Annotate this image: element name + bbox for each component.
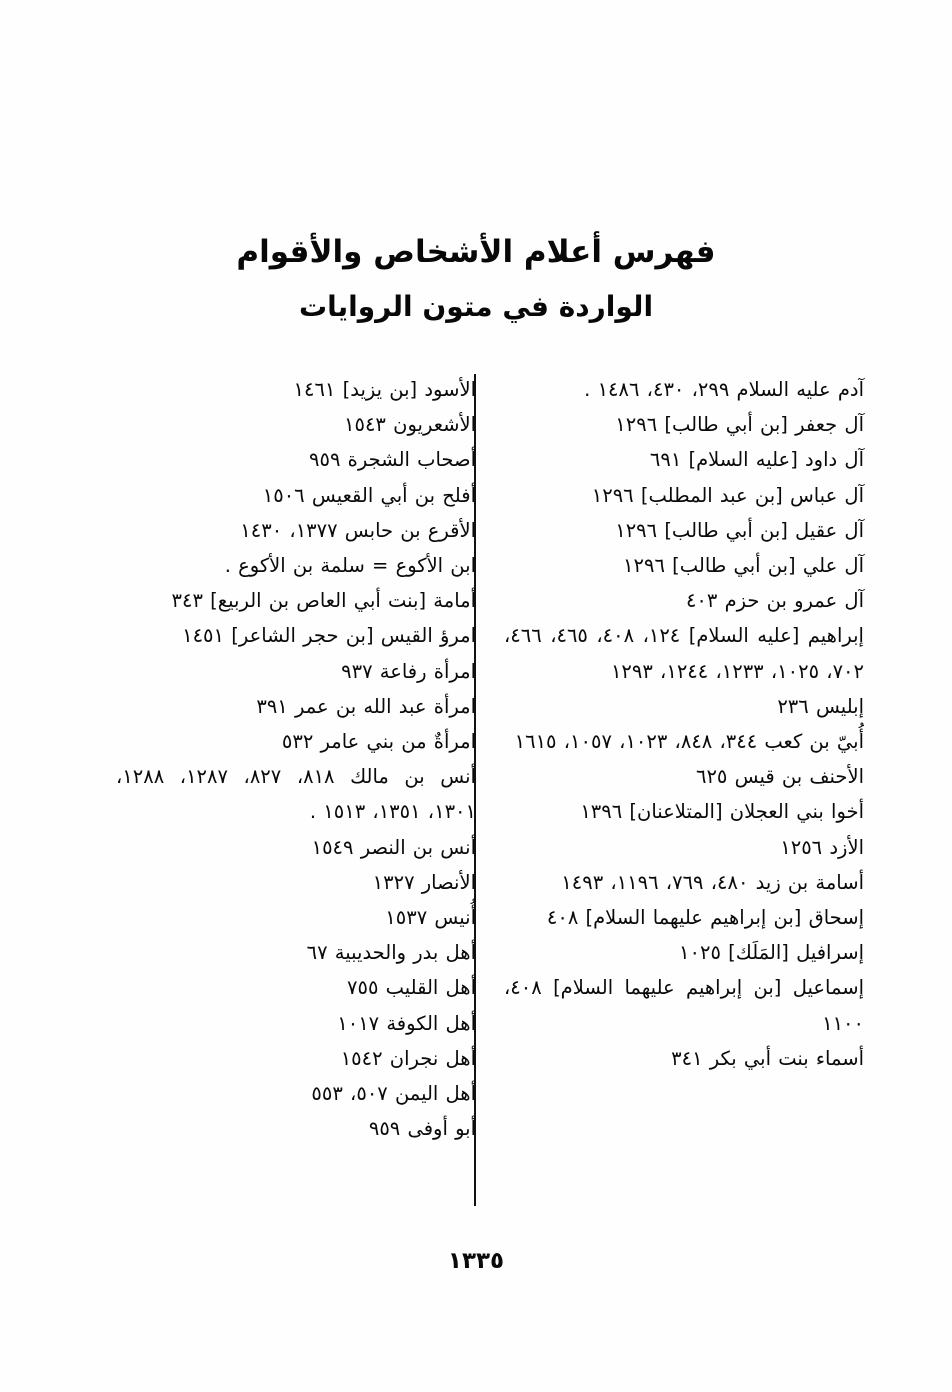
- index-entry: آل علي [بن أبي طالب] ١٢٩٦: [623, 554, 864, 578]
- index-entry: أهل نجران ١٥٤٢: [340, 1046, 476, 1070]
- index-entry: أهل بدر والحديبية ٦٧: [306, 941, 476, 965]
- index-title-secondary: الواردة في متون الروايات: [298, 289, 654, 323]
- index-entry: الأزد ١٢٥٦: [780, 835, 864, 859]
- index-entry: أهل اليمن ٥٠٧، ٥٥٣: [311, 1082, 476, 1106]
- index-entry: أنس بن النصر ١٥٤٩: [311, 835, 476, 859]
- index-entry: أخوا بني العجلان [المتلاعنان] ١٣٩٦: [580, 800, 864, 824]
- index-entry: الأقرع بن حابس ١٣٧٧، ١٤٣٠: [240, 518, 476, 542]
- index-entry: إبراهيم [عليه السلام] ١٢٤، ٤٠٨، ٤٦٥، ٤٦٦…: [504, 624, 864, 683]
- index-entry: آل داود [عليه السلام] ٦٩١: [649, 448, 864, 472]
- index-entry: أُنيس ١٥٣٧: [385, 906, 476, 930]
- index-entry: الأنصار ١٣٢٧: [372, 870, 476, 894]
- index-entry: أهل القليب ٧٥٥: [347, 976, 476, 1000]
- index-entry: امرأةٌ من بني عامر ٥٣٢: [281, 730, 476, 754]
- index-entry: امرأة عبد الله بن عمر ٣٩١: [256, 694, 476, 718]
- index-entry: أهل الكوفة ١٠١٧: [337, 1011, 476, 1035]
- index-entry: امرأة رفاعة ٩٣٧: [341, 659, 476, 683]
- index-entry: الأشعريون ١٥٤٣: [344, 413, 476, 437]
- index-entry: أسامة بن زيد ٤٨٠، ٧٦٩، ١١٩٦، ١٤٩٣: [561, 870, 864, 894]
- index-entry: آل عباس [بن عبد المطلب] ١٢٩٦: [591, 483, 864, 507]
- index-entry: إسماعيل [بن إبراهيم عليهما السلام] ٤٠٨، …: [504, 976, 864, 1035]
- index-entry: أفلح بن أبي القعيس ١٥٠٦: [262, 483, 476, 507]
- index-entry: أسماء بنت أبي بكر ٣٤١: [671, 1046, 864, 1070]
- index-entry: آدم عليه السلام ٢٩٩، ٤٣٠، ١٤٨٦ .: [584, 378, 864, 401]
- folio-page-number: ١٣٣٥: [447, 1248, 505, 1274]
- index-entry: أُبيّ بن كعب ٣٤٤، ٨٤٨، ١٠٢٣، ١٠٥٧، ١٦١٥: [514, 730, 864, 754]
- index-entry: أنس بن مالك ٨١٨، ٨٢٧، ١٢٨٧، ١٢٨٨، ١٣٠١، …: [116, 765, 476, 824]
- index-entry: أصحاب الشجرة ٩٥٩: [309, 448, 476, 472]
- index-entry: أبو أوفى ٩٥٩: [368, 1117, 476, 1141]
- index-columns: آدم عليه السلام ٢٩٩، ٤٣٠، ١٤٨٦ . آل جعفر …: [88, 372, 864, 1208]
- index-entry: إبليس ٢٣٦: [777, 694, 864, 718]
- index-entry: ابن الأكوع = سلمة بن الأكوع .: [224, 554, 476, 578]
- index-entry: إسرافيل [المَلَك] ١٠٢٥: [679, 941, 864, 965]
- index-entry: الأسود [بن يزيد] ١٤٦١: [293, 378, 476, 401]
- index-entry: آل عمرو بن حزم ٤٠٣: [685, 589, 864, 613]
- index-entry: إسحاق [بن إبراهيم عليهما السلام] ٤٠٨: [546, 906, 864, 930]
- index-title-primary: فهرس أعلام الأشخاص والأقوام: [236, 234, 716, 270]
- index-entry: آل جعفر [بن أبي طالب] ١٢٩٦: [615, 413, 864, 437]
- index-column-right: آدم عليه السلام ٢٩٩، ٤٣٠، ١٤٨٦ . آل جعفر …: [490, 372, 864, 1076]
- page-title: فهرس أعلام الأشخاص والأقوام الواردة في م…: [0, 232, 952, 326]
- index-entry: أمامة [بنت أبي العاص بن الربيع] ٣٤٣: [171, 589, 476, 613]
- column-divider-rule: [474, 374, 476, 1206]
- index-entry: امرؤ القيس [بن حجر الشاعر] ١٤٥١: [182, 624, 476, 648]
- index-column-left: الأسود [بن يزيد] ١٤٦١ الأشعريون ١٥٤٣ أصحاب…: [116, 372, 490, 1146]
- index-entry: آل عقيل [بن أبي طالب] ١٢٩٦: [615, 518, 864, 542]
- index-entry: الأحنف بن قيس ٦٢٥: [695, 765, 864, 789]
